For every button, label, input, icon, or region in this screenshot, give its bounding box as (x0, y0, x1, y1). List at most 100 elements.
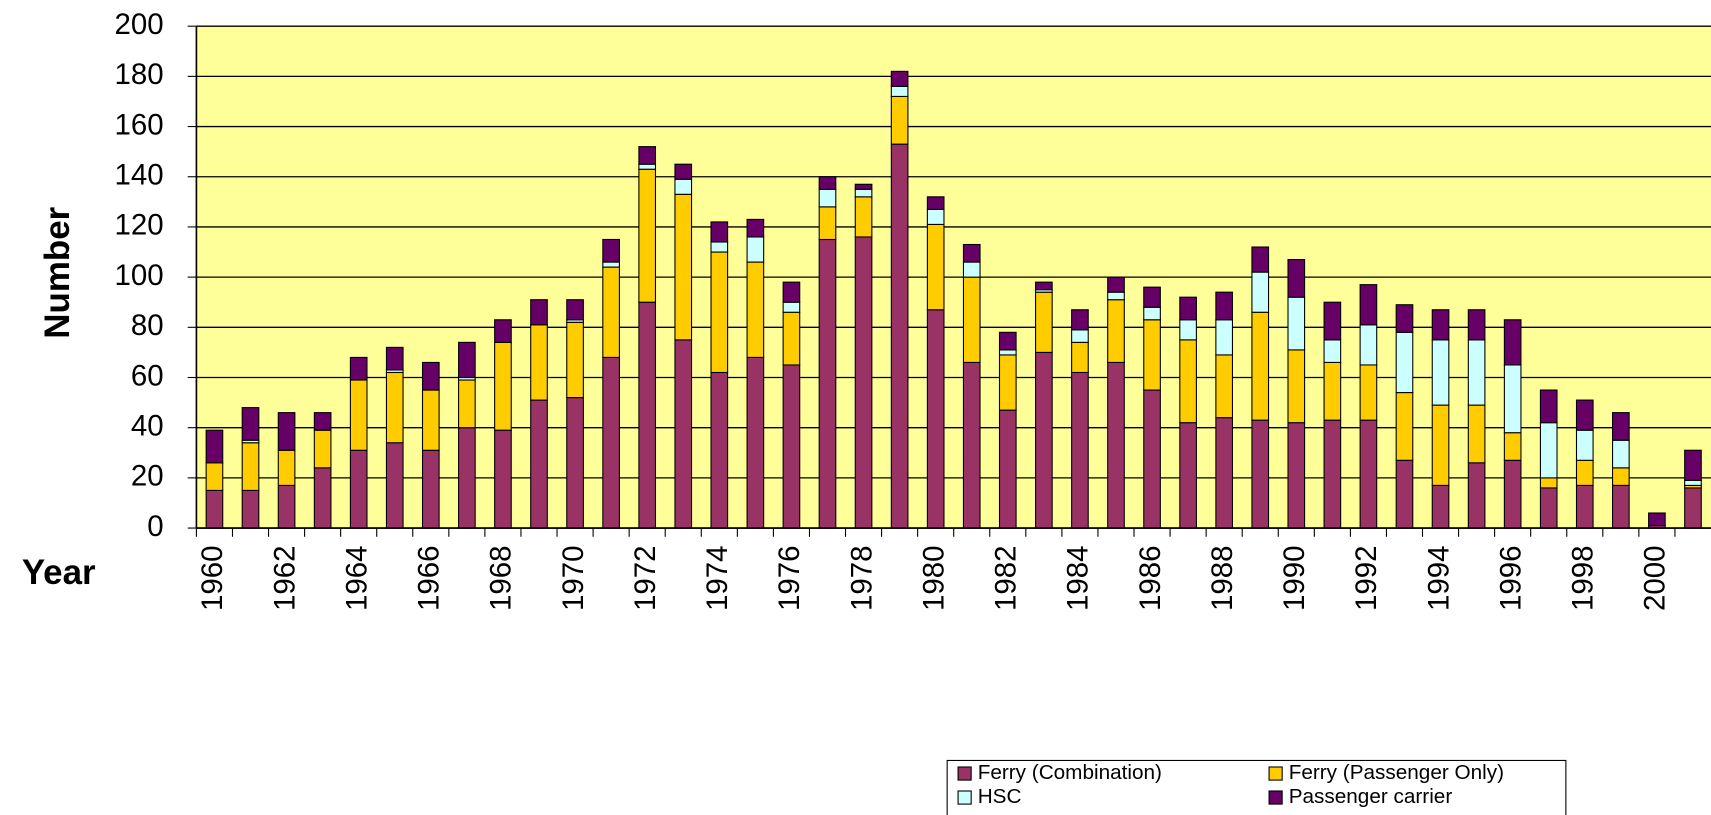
bar-segment (602, 266, 620, 358)
bar-segment (926, 208, 945, 225)
bar-segment (1215, 417, 1234, 529)
y-tick-label: 100 (115, 259, 164, 292)
bar-segment (890, 70, 909, 87)
bar-segment (782, 281, 801, 303)
bar-segment (349, 449, 368, 529)
bar-segment (1395, 304, 1414, 333)
bar-segment (1503, 459, 1522, 529)
bar-segment (962, 276, 981, 363)
x-tick-label: 1992 (1350, 546, 1383, 612)
bar-segment (421, 361, 440, 391)
bar-segment (1107, 291, 1125, 301)
x-tick-label: 1970 (557, 546, 590, 612)
bar-segment (1179, 422, 1197, 529)
bar-segment (1143, 319, 1161, 391)
bar-segment (1431, 484, 1450, 529)
bar-segment (530, 324, 548, 401)
y-tick-label: 80 (131, 309, 164, 342)
bar-segment (566, 321, 584, 399)
bar-segment (1648, 512, 1666, 527)
bar-segment (566, 397, 584, 529)
bar-segment (710, 241, 729, 253)
bar-segment (1612, 484, 1630, 529)
bar-segment (998, 331, 1017, 351)
x-tick-label: 1962 (268, 546, 301, 612)
bar-segment (602, 356, 620, 529)
bar-segment (1323, 301, 1342, 341)
bar-segment (674, 178, 693, 195)
x-tick-label: 1982 (990, 546, 1023, 612)
bar-segment (349, 356, 368, 381)
bar-segment (1359, 324, 1378, 366)
bar-segment (998, 409, 1017, 529)
bar-segment (854, 188, 873, 198)
bar-segment (1251, 246, 1270, 273)
bar-segment (1107, 361, 1125, 529)
bar-segment (674, 339, 693, 529)
bar-segment (854, 183, 873, 190)
legend (946, 759, 1567, 815)
x-tick-label: 1972 (629, 546, 662, 612)
bar-segment (1395, 459, 1414, 529)
bar-segment (277, 449, 296, 486)
bar-segment (1251, 311, 1270, 421)
bar-segment (1287, 422, 1306, 529)
bar-segment (602, 238, 620, 263)
bar-segment (602, 261, 620, 268)
bar-segment (1612, 439, 1630, 469)
x-tick-label: 1980 (917, 546, 950, 612)
bar-segment (674, 193, 693, 341)
x-tick-label: 1974 (701, 546, 734, 612)
x-tick-label: 1984 (1062, 546, 1095, 612)
bar-segment (1107, 276, 1125, 293)
bar-segment (1684, 449, 1702, 481)
y-tick-label: 40 (131, 409, 164, 442)
bar-segment (349, 379, 368, 451)
bar-segment (494, 319, 512, 343)
y-tick-label: 0 (147, 510, 163, 543)
bar-segment (1539, 487, 1558, 529)
bar-segment (313, 412, 332, 431)
bar-segment (205, 489, 224, 529)
legend-label: Passenger carrier (1289, 785, 1453, 808)
bar-segment (1179, 296, 1197, 321)
bar-segment (385, 442, 404, 529)
bar-segment (926, 196, 945, 210)
bar-segment (1215, 354, 1234, 419)
legend-label: Ferry (Passenger Only) (1289, 761, 1504, 784)
bar-segment (1575, 484, 1594, 529)
bar-segment (1359, 284, 1378, 326)
bar-segment (205, 429, 224, 464)
y-tick-label: 180 (115, 58, 164, 91)
bar-segment (313, 429, 332, 469)
bar-segment (494, 429, 512, 529)
legend-swatch (1268, 766, 1283, 781)
bar-segment (1503, 432, 1522, 461)
bar-segment (638, 301, 657, 529)
bar-segment (1179, 339, 1197, 424)
bar-segment (458, 379, 476, 429)
bar-segment (1287, 349, 1306, 424)
bar-segment (818, 188, 837, 208)
bar-segment (1323, 419, 1342, 529)
bar-segment (962, 243, 981, 263)
bar-segment (566, 299, 584, 321)
bar-segment (710, 251, 729, 374)
x-tick-label: 1978 (845, 546, 878, 612)
x-tick-label: 1998 (1567, 546, 1600, 612)
bar-segment (782, 301, 801, 313)
legend-swatch (957, 790, 972, 805)
legend-swatch (957, 766, 972, 781)
bar-segment (1539, 477, 1558, 489)
bar-segment (1575, 399, 1594, 431)
bar-segment (1071, 329, 1089, 343)
bar-segment (926, 223, 945, 311)
bar-segment (890, 85, 909, 97)
bar-segment (1359, 364, 1378, 421)
bar-segment (1287, 296, 1306, 351)
bar-segment (1467, 404, 1486, 464)
bar-segment (277, 484, 296, 529)
bar-segment (241, 489, 260, 529)
legend-swatch (1268, 790, 1283, 805)
